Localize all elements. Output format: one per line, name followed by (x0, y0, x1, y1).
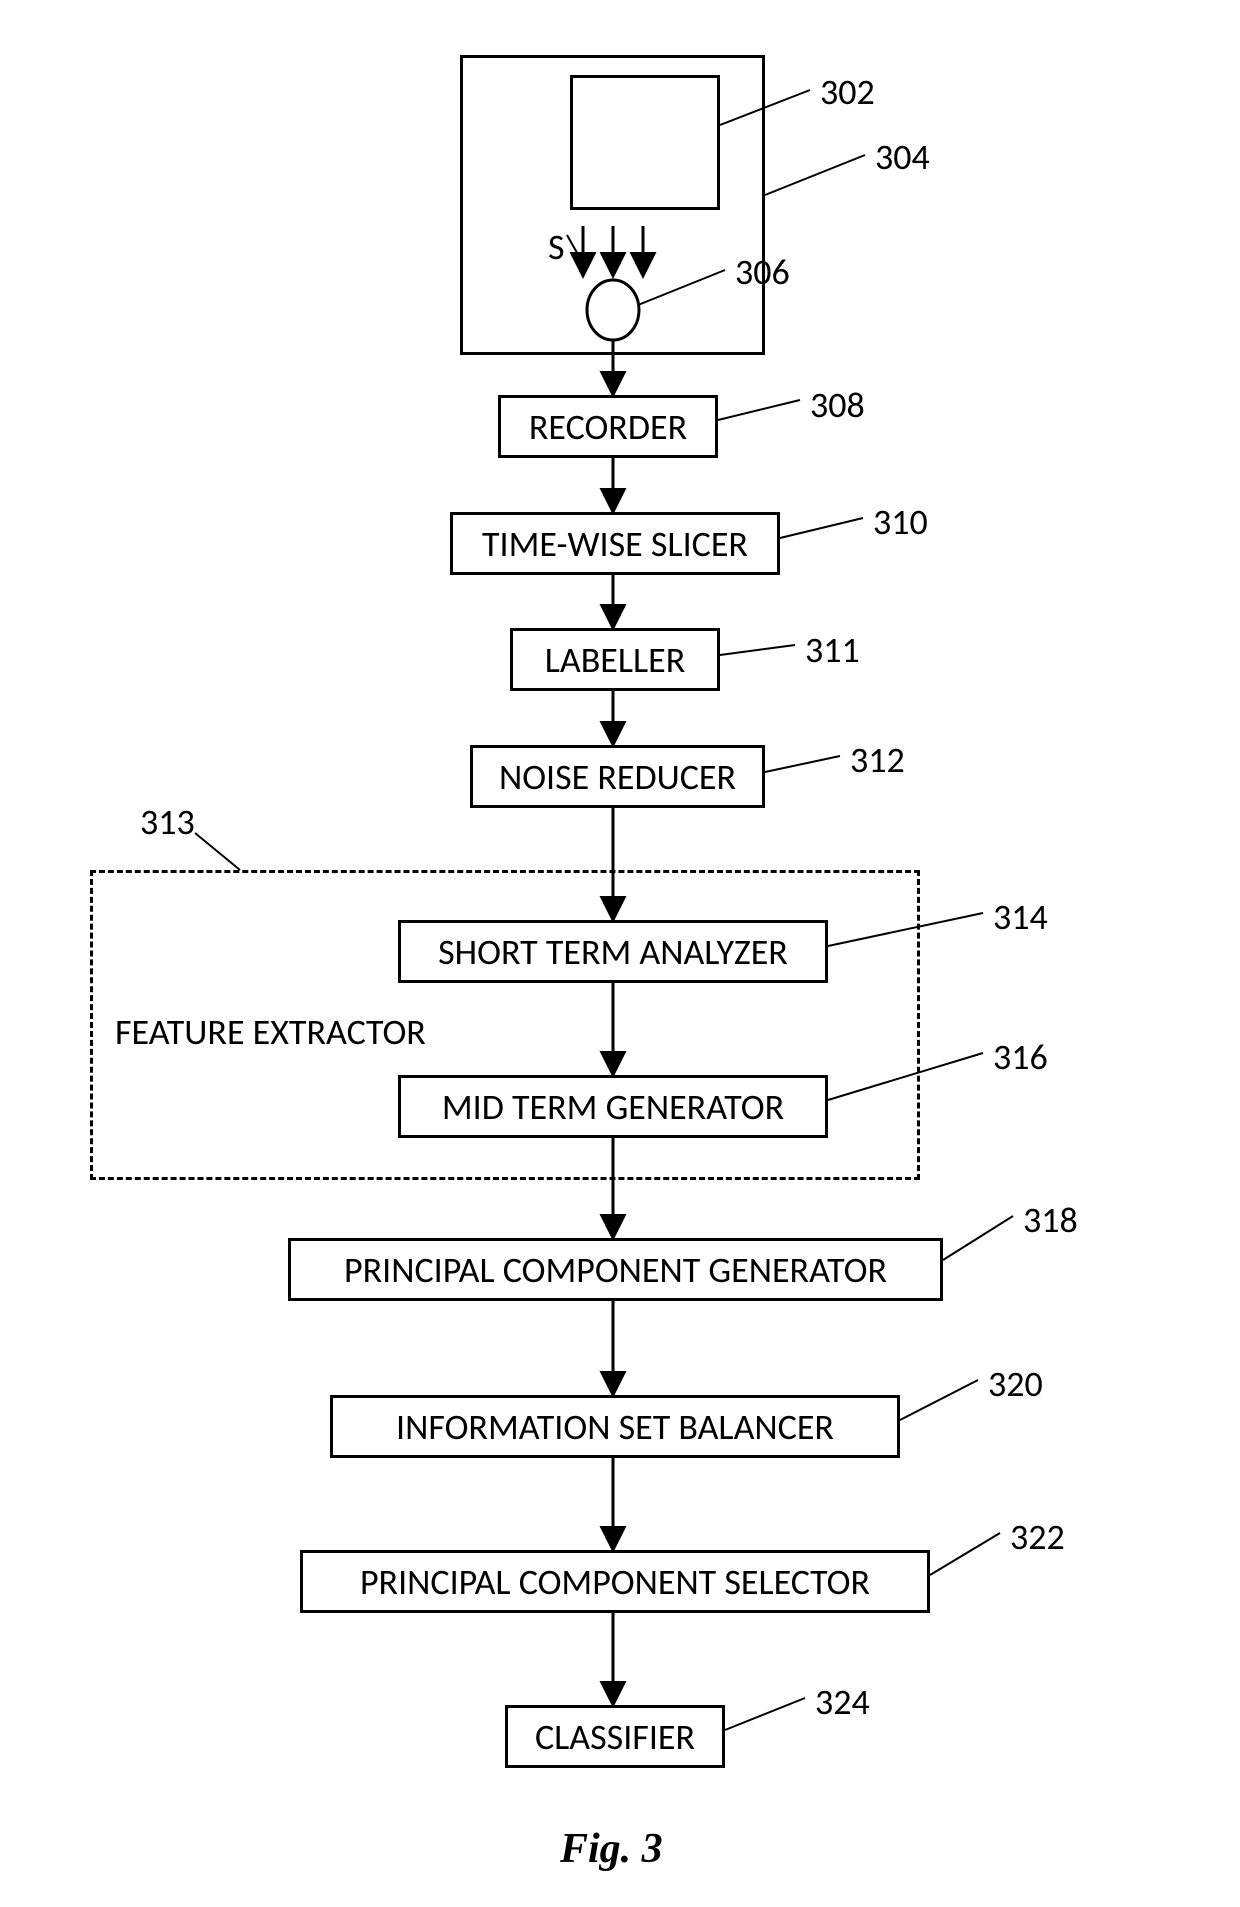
leader-312 (765, 756, 840, 772)
ref-314: 314 (993, 895, 1048, 939)
ref-304: 304 (875, 135, 930, 179)
ref-306: 306 (735, 250, 790, 294)
leader-304 (765, 155, 865, 195)
slicer-box: TIME-WISE SLICER (450, 512, 780, 575)
ref-310: 310 (873, 500, 928, 544)
short-term-analyzer-label: SHORT TERM ANALYZER (438, 930, 788, 974)
recorder-label: RECORDER (529, 405, 687, 449)
ref-316: 316 (993, 1035, 1048, 1079)
principal-component-generator-label: PRINCIPAL COMPONENT GENERATOR (344, 1248, 887, 1292)
principal-component-selector-label: PRINCIPAL COMPONENT SELECTOR (360, 1560, 870, 1604)
principal-component-selector-box: PRINCIPAL COMPONENT SELECTOR (300, 1550, 930, 1613)
mid-term-generator-label: MID TERM GENERATOR (442, 1085, 784, 1129)
noise-reducer-box: NOISE REDUCER (470, 745, 765, 808)
classifier-label: CLASSIFIER (535, 1715, 695, 1759)
labeller-box: LABELLER (510, 628, 720, 691)
ref-318: 318 (1023, 1198, 1078, 1242)
leader-313 (195, 833, 240, 870)
leader-322 (930, 1533, 1000, 1575)
figure-caption: Fig. 3 (560, 1825, 663, 1873)
box-302 (570, 75, 720, 210)
principal-component-generator-box: PRINCIPAL COMPONENT GENERATOR (288, 1238, 943, 1301)
ref-320: 320 (988, 1362, 1043, 1406)
recorder-box: RECORDER (498, 395, 718, 458)
ref-308: 308 (810, 383, 865, 427)
slicer-label: TIME-WISE SLICER (482, 522, 748, 566)
labeller-label: LABELLER (545, 638, 686, 682)
short-term-analyzer-box: SHORT TERM ANALYZER (398, 920, 828, 983)
ref-322: 322 (1010, 1515, 1065, 1559)
ref-311: 311 (805, 628, 860, 672)
diagram-canvas: FEATURE EXTRACTOR RECORDER TIME-WISE SLI… (0, 0, 1240, 1907)
sound-label: S (548, 225, 565, 269)
leader-320 (900, 1380, 978, 1420)
information-set-balancer-box: INFORMATION SET BALANCER (330, 1395, 900, 1458)
leader-318 (943, 1216, 1013, 1260)
leader-324 (725, 1698, 805, 1730)
leader-310 (780, 518, 863, 538)
feature-extractor-label: FEATURE EXTRACTOR (115, 1010, 426, 1054)
classifier-box: CLASSIFIER (505, 1705, 725, 1768)
leader-311 (720, 645, 795, 655)
ref-324: 324 (815, 1680, 870, 1724)
noise-reducer-label: NOISE REDUCER (499, 755, 736, 799)
mid-term-generator-box: MID TERM GENERATOR (398, 1075, 828, 1138)
ref-313: 313 (140, 800, 195, 844)
leader-308 (718, 400, 800, 420)
ref-312: 312 (850, 738, 905, 782)
ref-302: 302 (820, 70, 875, 114)
information-set-balancer-label: INFORMATION SET BALANCER (396, 1405, 834, 1449)
